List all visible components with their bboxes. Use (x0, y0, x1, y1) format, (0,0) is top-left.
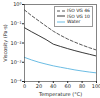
svg-text:Viscosity (Pa·s): Viscosity (Pa·s) (2, 24, 9, 62)
svg-text:100: 100 (92, 83, 100, 89)
svg-text:10⁰: 10⁰ (13, 1, 21, 7)
svg-text:10⁻²: 10⁻² (10, 40, 21, 46)
html-text:ISO VG 46: ISO VG 46 (67, 8, 90, 13)
svg-text:10⁻⁴: 10⁻⁴ (10, 78, 21, 84)
svg-text:80: 80 (79, 83, 85, 89)
svg-text:20: 20 (36, 83, 42, 89)
html-text:ISO VG 10: ISO VG 10 (67, 13, 90, 19)
html-text:Water: Water (67, 19, 81, 24)
svg-text:40: 40 (50, 83, 56, 89)
svg-text:Temperature (°C): Temperature (°C) (38, 91, 82, 98)
svg-text:10⁻³: 10⁻³ (10, 59, 21, 65)
svg-text:10⁻¹: 10⁻¹ (10, 20, 21, 26)
svg-text:60: 60 (65, 83, 71, 89)
svg-text:0: 0 (23, 83, 26, 89)
